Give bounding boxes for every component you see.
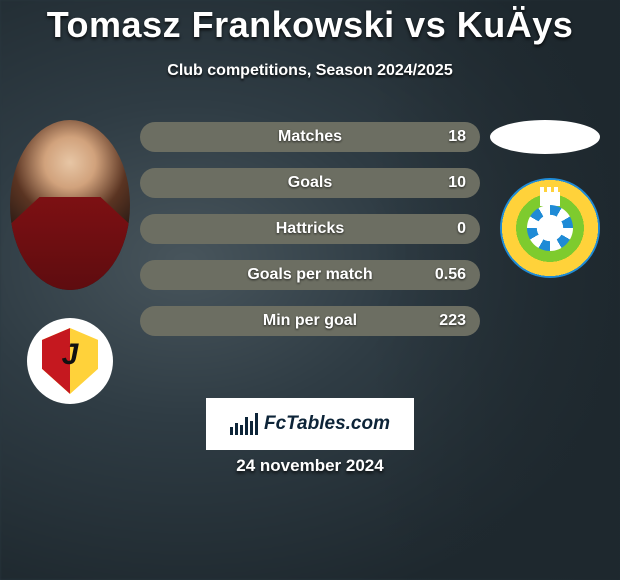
- stat-value-right: 223: [439, 306, 466, 336]
- stat-row-goals-per-match: Goals per match 0.56: [140, 260, 480, 290]
- stat-value-right: 10: [448, 168, 466, 198]
- page-title: Tomasz Frankowski vs KuÄys: [0, 0, 620, 46]
- infographic-container: Tomasz Frankowski vs KuÄys Club competit…: [0, 0, 620, 580]
- stat-label: Min per goal: [140, 306, 480, 336]
- fctables-link[interactable]: FcTables.com: [206, 398, 414, 450]
- castle-icon: [540, 192, 560, 206]
- stat-value-right: 18: [448, 122, 466, 152]
- ball-icon: [527, 205, 573, 251]
- stat-label: Goals per match: [140, 260, 480, 290]
- stat-label: Goals: [140, 168, 480, 198]
- subtitle: Club competitions, Season 2024/2025: [0, 62, 620, 80]
- club-badge-left: [27, 318, 113, 404]
- player-left-portrait: [10, 120, 130, 290]
- stat-label: Matches: [140, 122, 480, 152]
- stats-list: Matches 18 Goals 10 Hattricks 0 Goals pe…: [140, 122, 480, 352]
- stat-value-right: 0: [457, 214, 466, 244]
- shield-icon: [42, 328, 98, 394]
- footer-brand-text: FcTables.com: [264, 413, 390, 435]
- stat-label: Hattricks: [140, 214, 480, 244]
- stat-value-right: 0.56: [435, 260, 466, 290]
- stat-row-hattricks: Hattricks 0: [140, 214, 480, 244]
- date-label: 24 november 2024: [0, 456, 620, 476]
- stat-row-matches: Matches 18: [140, 122, 480, 152]
- stat-row-goals: Goals 10: [140, 168, 480, 198]
- player-right-portrait: [490, 120, 600, 154]
- stat-row-min-per-goal: Min per goal 223: [140, 306, 480, 336]
- club-badge-right: [500, 178, 600, 278]
- bar-chart-icon: [230, 413, 258, 435]
